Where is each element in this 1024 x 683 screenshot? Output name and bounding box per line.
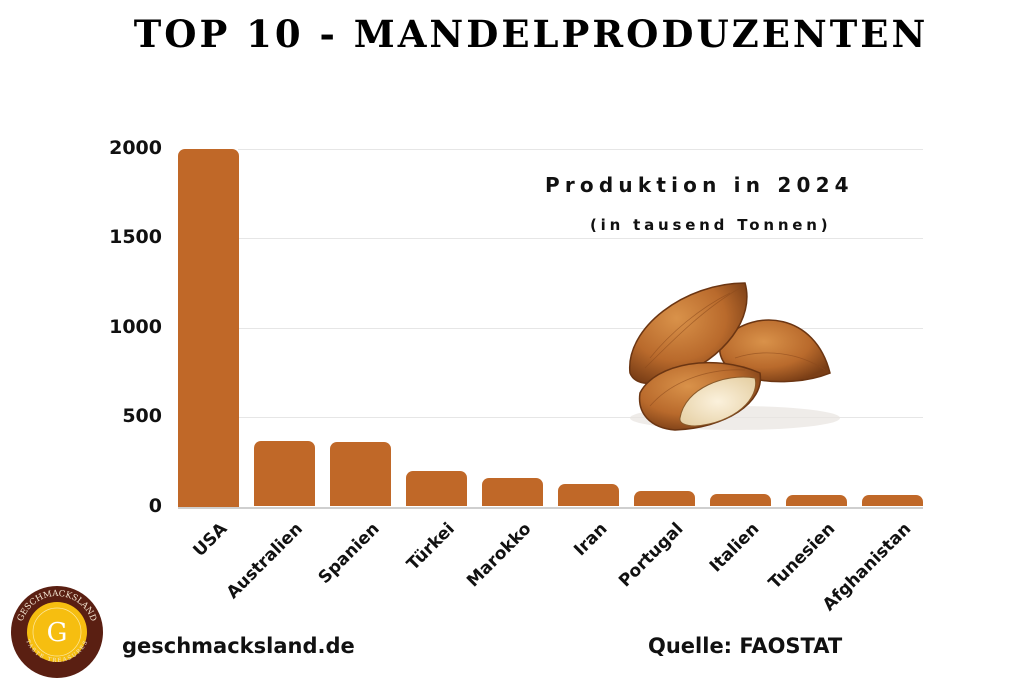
x-axis-category-label: Australien: [222, 518, 307, 603]
data-source-label: Quelle: FAOSTAT: [648, 634, 843, 658]
bar-portugal: [634, 490, 695, 507]
x-axis-category-label: Spanien: [314, 518, 384, 588]
bar-türkei: [406, 471, 467, 507]
x-axis-category-label: Marokko: [462, 518, 535, 591]
gridline: [238, 417, 923, 418]
x-axis-category-label: Türkei: [402, 518, 459, 575]
x-axis-category-label: Tunesien: [764, 518, 839, 593]
bar-usa: [178, 149, 239, 507]
almond-illustration-icon: [629, 282, 840, 431]
y-axis-tick-label: 0: [148, 495, 162, 517]
gridline: [238, 149, 923, 150]
bar-spanien: [330, 441, 391, 507]
gridline: [238, 238, 923, 239]
y-axis-tick-label: 500: [122, 405, 162, 427]
bar-afghanistan: [862, 494, 923, 507]
y-axis-tick-label: 1500: [109, 226, 162, 248]
x-axis-category-label: USA: [188, 518, 231, 561]
svg-text:G: G: [47, 618, 68, 648]
website-link[interactable]: geschmacksland.de: [122, 634, 355, 658]
y-axis-tick-label: 1000: [109, 316, 162, 338]
chart-title: TOP 10 - MANDELPRODUZENTEN: [133, 12, 929, 56]
chart-annotation-production: Produktion in 2024: [545, 173, 854, 197]
geschmacksland-logo: G GESCHMACKSLAND TASTE TREASURES: [11, 586, 103, 678]
x-axis-category-label: Italien: [705, 518, 763, 576]
x-axis-category-label: Iran: [569, 518, 611, 560]
y-axis-tick-label: 2000: [109, 137, 162, 159]
bar-tunesien: [786, 494, 847, 507]
chart-annotation-unit: (in tausend Tonnen): [590, 216, 832, 234]
x-axis-line: [178, 507, 923, 509]
x-axis-category-label: Portugal: [614, 518, 687, 591]
bar-marokko: [482, 478, 543, 507]
bar-australien: [254, 440, 315, 507]
bar-italien: [710, 493, 771, 507]
gridline: [238, 328, 923, 329]
bar-iran: [558, 483, 619, 507]
